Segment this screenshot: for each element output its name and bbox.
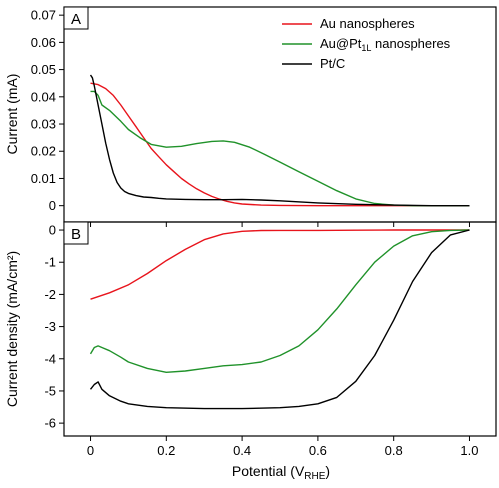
- panel-b-y-axis-title: Current density (mA/cm²): [4, 251, 20, 407]
- x-tick-label: 0.8: [385, 443, 403, 458]
- panel-b-y-tick-label: -1: [44, 255, 56, 270]
- legend: Au nanospheres Au@Pt1L nanospheres Pt/C: [282, 16, 451, 71]
- panel-a-y-tick-label: 0.01: [31, 171, 56, 186]
- panel-b-y-tick-label: -3: [44, 319, 56, 334]
- panel-a-y-axis-title: Current (mA): [4, 74, 20, 155]
- panel-b-series-au: [90, 229, 470, 300]
- panel-a-letter: A: [71, 11, 81, 28]
- legend-label-au: Au nanospheres: [320, 16, 415, 31]
- x-tick-label: 0.2: [157, 443, 175, 458]
- panel-a-y-tick-label: 0.06: [31, 35, 56, 50]
- panel-b-letter-box: [63, 221, 89, 245]
- panel-b-frame: [63, 221, 497, 437]
- panel-a-series-ptc: [89, 74, 470, 207]
- panel-a-y-tick-label: 0: [49, 198, 56, 213]
- panel-b-series-aupt: [89, 229, 470, 373]
- panel-b-y-tick-label: -2: [44, 287, 56, 302]
- panel-a-y-tick-label: 0.07: [31, 8, 56, 23]
- panel-b-y-tick-label: -6: [44, 416, 56, 431]
- panel-b-series-ptc: [89, 229, 470, 410]
- panel-a-y-tick-label: 0.02: [31, 144, 56, 159]
- chart-dynamic-layer: 0 0.01 0.02 0.03 0.04 0.05 0.06 0.07 0 -1 -2 -3 -4 -5…: [31, 8, 479, 458]
- panel-a-series-aupt: [90, 90, 470, 207]
- panel-a-series-au: [90, 82, 470, 207]
- panel-b-letter: B: [71, 226, 81, 243]
- panel-a-y-tick-label: 0.03: [31, 117, 56, 132]
- x-tick-label: 0.4: [233, 443, 251, 458]
- panel-a-letter-box: [63, 6, 89, 30]
- legend-label-aupt: Au@Pt1L nanospheres: [320, 36, 451, 53]
- panel-a-y-tick-label: 0.04: [31, 89, 56, 104]
- legend-label-ptc: Pt/C: [320, 56, 345, 71]
- x-tick-label: 0: [87, 443, 94, 458]
- panel-a-y-tick-label: 0.05: [31, 62, 56, 77]
- panel-b-y-tick-label: -4: [44, 351, 56, 366]
- panel-b-y-tick-label: 0: [49, 223, 56, 238]
- x-axis-title: Potential (VRHE): [232, 463, 330, 482]
- panel-b-y-tick-label: -5: [44, 383, 56, 398]
- x-tick-label: 0.6: [309, 443, 327, 458]
- x-tick-label: 1.0: [460, 443, 478, 458]
